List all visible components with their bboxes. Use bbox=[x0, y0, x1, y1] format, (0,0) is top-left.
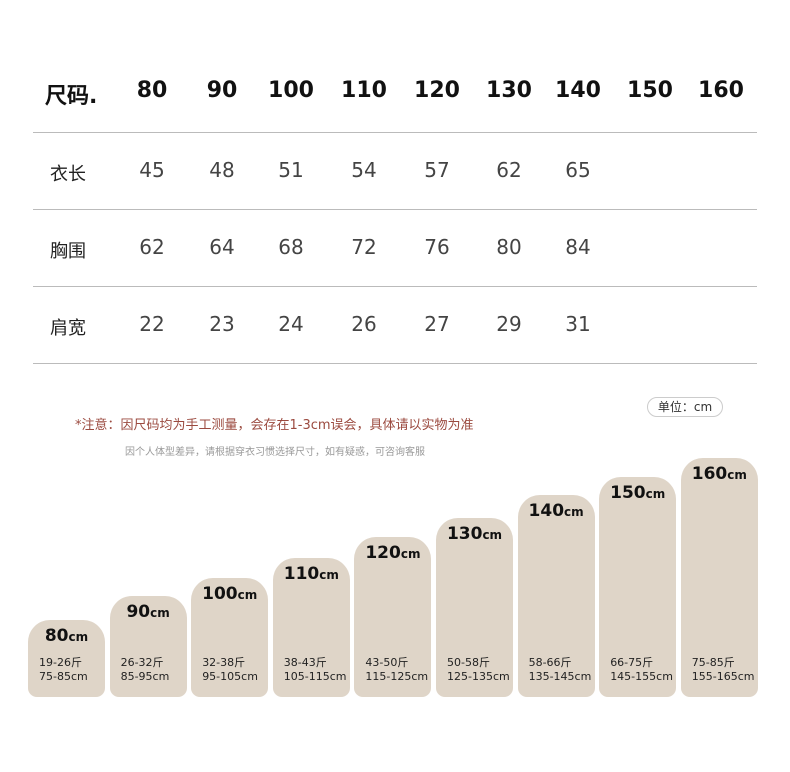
row-label: 衣长 bbox=[50, 164, 86, 185]
size-label: 100cm bbox=[191, 584, 268, 604]
size-card: 150cm 66-75斤 145-155cm bbox=[599, 477, 677, 697]
cell: 51 bbox=[278, 158, 304, 182]
cell: 24 bbox=[278, 312, 304, 336]
size-unit: cm bbox=[150, 606, 170, 620]
cell: 62 bbox=[139, 235, 165, 259]
cell: 45 bbox=[139, 158, 165, 182]
weight: 19-26斤 bbox=[39, 656, 82, 669]
weight: 32-38斤 bbox=[202, 656, 246, 669]
cell: 26 bbox=[351, 312, 377, 336]
size-card: 130cm 50-58斤 125-135cm bbox=[436, 518, 513, 697]
height-range: 155-165cm bbox=[691, 670, 755, 683]
cell: 68 bbox=[278, 235, 304, 259]
size-label: 110cm bbox=[273, 564, 350, 584]
cell: 65 bbox=[565, 158, 591, 182]
size-number: 120 bbox=[365, 543, 401, 563]
cell: 72 bbox=[351, 235, 377, 259]
size-number: 160 bbox=[691, 464, 728, 484]
header-cell: 130 bbox=[486, 78, 532, 103]
header-cell: 90 bbox=[206, 78, 238, 103]
cell: 80 bbox=[496, 235, 522, 259]
size-number: 90 bbox=[126, 602, 151, 622]
size-number: 110 bbox=[283, 564, 320, 584]
row-label: 肩宽 bbox=[50, 318, 86, 339]
size-label: 80cm bbox=[28, 626, 105, 646]
weight: 58-66斤 bbox=[528, 656, 572, 669]
unit-label: 单位：cm bbox=[647, 397, 723, 417]
cell: 64 bbox=[209, 235, 235, 259]
size-label: 130cm bbox=[436, 524, 513, 544]
divider bbox=[33, 286, 757, 287]
height-range: 125-135cm bbox=[447, 670, 510, 683]
cell: 84 bbox=[565, 235, 591, 259]
height-range: 85-95cm bbox=[120, 670, 170, 683]
header-cell: 尺码. bbox=[45, 84, 98, 109]
cell: 29 bbox=[496, 312, 522, 336]
divider bbox=[33, 363, 757, 364]
size-card: 80cm 19-26斤 75-85cm bbox=[28, 620, 105, 697]
header-cell: 110 bbox=[341, 78, 387, 103]
height-range: 75-85cm bbox=[39, 670, 88, 683]
header-cell: 140 bbox=[555, 78, 601, 103]
size-unit: cm bbox=[482, 528, 503, 542]
height-range: 105-115cm bbox=[283, 670, 347, 683]
cell: 23 bbox=[209, 312, 235, 336]
header-cell: 150 bbox=[627, 78, 673, 103]
size-card: 100cm 32-38斤 95-105cm bbox=[191, 578, 269, 697]
cell: 57 bbox=[424, 158, 450, 182]
row-label: 胸围 bbox=[50, 241, 86, 262]
cell: 62 bbox=[496, 158, 522, 182]
size-number: 150 bbox=[610, 483, 646, 503]
size-number: 80 bbox=[44, 626, 69, 646]
cell: 48 bbox=[209, 158, 235, 182]
size-unit: cm bbox=[400, 547, 421, 561]
size-label: 90cm bbox=[110, 602, 187, 622]
cell: 31 bbox=[565, 312, 591, 336]
size-label: 140cm bbox=[518, 501, 595, 521]
height-range: 95-105cm bbox=[202, 670, 258, 683]
height-range: 145-155cm bbox=[610, 670, 673, 683]
size-number: 100 bbox=[202, 584, 238, 604]
size-unit: cm bbox=[319, 568, 339, 582]
weight: 43-50斤 bbox=[365, 656, 409, 669]
size-unit: cm bbox=[645, 487, 666, 501]
note: *注意：因尺码均为手工测量，会存在1-3cm误会，具体请以实物为准 bbox=[75, 418, 474, 433]
weight: 38-43斤 bbox=[283, 656, 327, 669]
size-unit: cm bbox=[68, 630, 89, 644]
size-label: 160cm bbox=[681, 464, 758, 484]
divider bbox=[33, 209, 757, 210]
size-card: 140cm 58-66斤 135-145cm bbox=[517, 495, 595, 697]
size-card: 110cm 38-43斤 105-115cm bbox=[272, 558, 350, 697]
size-unit: cm bbox=[564, 505, 584, 519]
weight: 75-85斤 bbox=[691, 656, 735, 669]
weight: 26-32斤 bbox=[120, 656, 164, 669]
divider bbox=[33, 132, 757, 133]
weight: 66-75斤 bbox=[610, 656, 654, 669]
cell: 54 bbox=[351, 158, 377, 182]
height-range: 135-145cm bbox=[528, 670, 592, 683]
size-label: 150cm bbox=[599, 483, 676, 503]
cell: 76 bbox=[424, 235, 450, 259]
header-cell: 100 bbox=[268, 78, 314, 103]
cell: 27 bbox=[424, 312, 450, 336]
header-cell: 80 bbox=[136, 78, 168, 103]
size-label: 120cm bbox=[354, 543, 431, 563]
cell: 22 bbox=[139, 312, 165, 336]
subnote: 因个人体型差异，请根据穿衣习惯选择尺寸，如有疑惑，可咨询客服 bbox=[125, 447, 425, 458]
size-number: 130 bbox=[446, 524, 483, 544]
height-range: 115-125cm bbox=[365, 670, 429, 683]
size-card: 160cm 75-85斤 155-165cm bbox=[680, 458, 758, 697]
size-card: 90cm 26-32斤 85-95cm bbox=[109, 596, 187, 697]
weight: 50-58斤 bbox=[447, 656, 490, 669]
size-unit: cm bbox=[237, 588, 258, 602]
size-unit: cm bbox=[727, 468, 747, 482]
header-cell: 120 bbox=[414, 78, 460, 103]
size-number: 140 bbox=[528, 501, 565, 521]
size-card: 120cm 43-50斤 115-125cm bbox=[354, 537, 432, 697]
header-cell: 160 bbox=[698, 78, 744, 103]
